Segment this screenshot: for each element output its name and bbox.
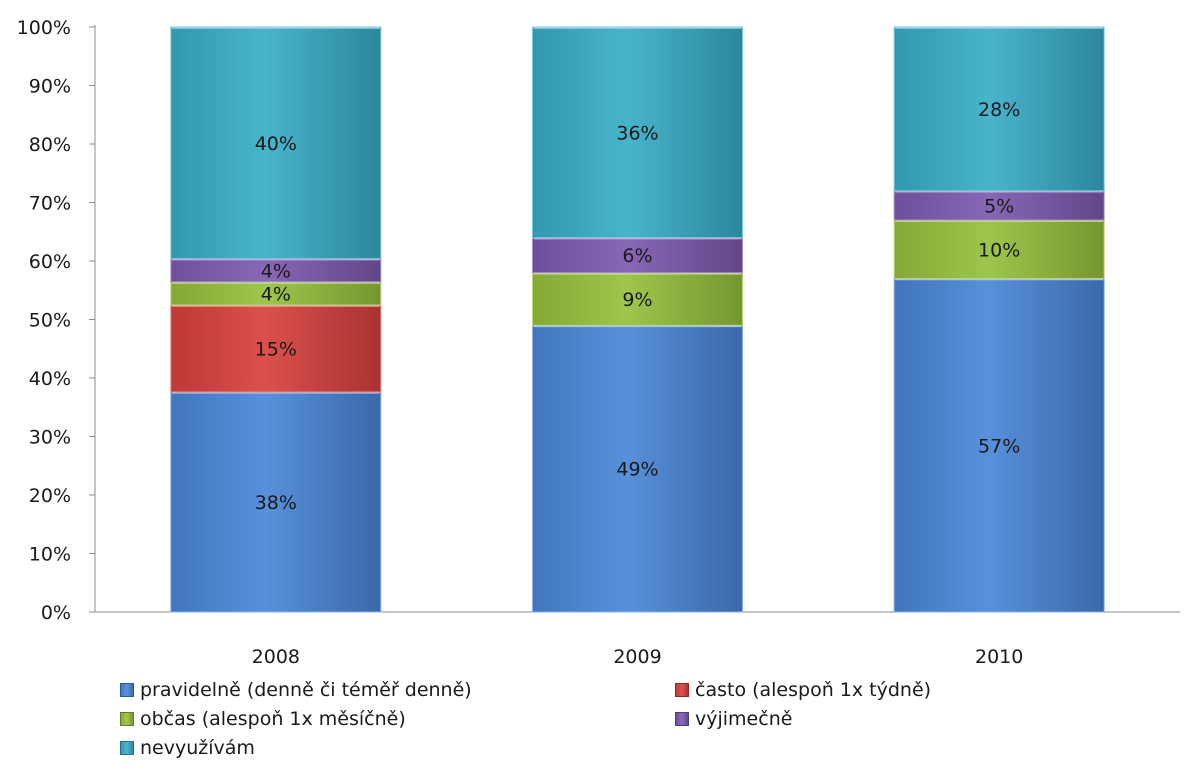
legend-label: občas (alespoň 1x měsíčně): [140, 708, 406, 730]
bar-segment: [893, 26, 1105, 192]
bars: [170, 26, 1105, 613]
y-tick-label: 60%: [29, 251, 71, 273]
legend-item: výjimečně: [675, 707, 792, 731]
bar-segment: [532, 272, 743, 326]
x-tick-label: 2008: [252, 646, 300, 668]
legend-swatch: [120, 712, 134, 726]
bar-segment: [893, 190, 1105, 221]
legend-item: občas (alespoň 1x měsíčně): [120, 707, 406, 731]
legend-label: pravidelně (denně či téměř denně): [140, 679, 472, 701]
y-tick-label: 80%: [29, 134, 71, 156]
legend-swatch: [120, 741, 134, 755]
data-labels: 38% 15% 4%4% 40% 49% 9% 6% 36% 57% 10% 5% 28%: [255, 99, 1021, 514]
stacked-bar-chart: 0% 10% 20% 30% 40% 50% 60% 70% 80% 90% 100% 2008 200…: [17, 17, 1180, 668]
legend-label: výjimečně: [695, 708, 793, 730]
legend-swatch: [675, 683, 689, 697]
y-tick-label: 30%: [29, 427, 71, 449]
legend: pravidelně (denně či téměř denně) často (…: [120, 676, 1120, 766]
bar-segment: [893, 219, 1105, 280]
bar-segment: [893, 278, 1105, 613]
bar-segment: [170, 391, 382, 613]
data-label: 49%: [616, 459, 658, 481]
data-label: 28%: [978, 99, 1020, 121]
legend-label: nevyužívám: [140, 737, 255, 759]
legend-swatch: [675, 712, 689, 726]
y-tick-label: 90%: [29, 76, 71, 98]
y-tick-label: 100%: [17, 17, 71, 39]
bar-segment: [170, 26, 382, 260]
y-tick-label: 10%: [29, 544, 71, 566]
legend-item: často (alespoň 1x týdně): [675, 678, 931, 702]
bar-segment: [170, 304, 382, 393]
legend-label: často (alespoň 1x týdně): [695, 679, 932, 701]
data-label: 57%: [978, 435, 1020, 457]
legend-swatch: [120, 683, 134, 697]
data-label: 4%: [261, 260, 291, 282]
data-label: 9%: [622, 289, 652, 311]
data-label: 10%: [978, 239, 1020, 261]
data-label: 15%: [255, 338, 297, 360]
x-tick-label: 2010: [975, 646, 1023, 668]
bar-segment: [532, 26, 743, 239]
axes: 0% 10% 20% 30% 40% 50% 60% 70% 80% 90% 100% 2008 200…: [17, 17, 1180, 668]
bar-segment: [532, 324, 743, 613]
y-tick-label: 20%: [29, 485, 71, 507]
data-label: 4%: [261, 283, 291, 305]
data-label: 6%: [622, 245, 652, 267]
data-label: 5%: [984, 195, 1014, 217]
y-tick-label: 40%: [29, 368, 71, 390]
data-label: 36%: [616, 122, 658, 144]
data-label: 40%: [255, 133, 297, 155]
y-tick-label: 50%: [29, 310, 71, 332]
bar-segment: [532, 237, 743, 274]
data-label: 38%: [255, 492, 297, 514]
x-tick-label: 2009: [613, 646, 661, 668]
legend-item: nevyužívám: [120, 736, 255, 760]
y-tick-label: 0%: [41, 602, 71, 624]
y-tick-label: 70%: [29, 193, 71, 215]
legend-item: pravidelně (denně či téměř denně): [120, 678, 472, 702]
